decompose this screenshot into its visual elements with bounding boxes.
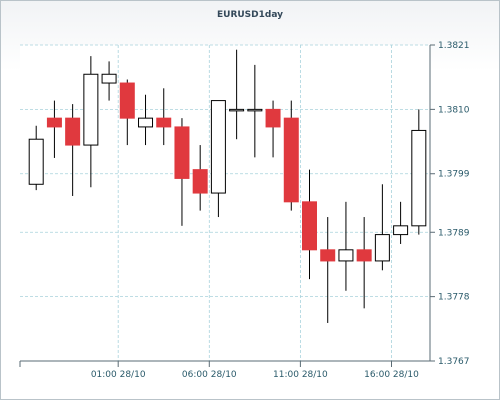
candle-body-down bbox=[302, 201, 317, 251]
candle-body-down bbox=[119, 82, 135, 119]
candle-body-up bbox=[393, 225, 409, 236]
y-tick-label: 1.3821 bbox=[438, 41, 470, 51]
candle bbox=[210, 100, 226, 218]
candle-body-up bbox=[138, 117, 154, 128]
candle-body-down bbox=[356, 249, 372, 262]
candle bbox=[65, 104, 81, 196]
y-tick-label: 1.3810 bbox=[438, 105, 470, 115]
candle bbox=[28, 125, 44, 191]
candle-body-down bbox=[65, 117, 81, 146]
candle-body-down bbox=[265, 108, 281, 128]
candle-body-down bbox=[46, 117, 62, 128]
candle bbox=[374, 184, 390, 271]
x-tick-label: 01:00 28/10 bbox=[91, 370, 146, 380]
candle-body-up bbox=[229, 108, 245, 112]
candle bbox=[192, 145, 208, 211]
candle bbox=[229, 49, 245, 140]
candle bbox=[393, 201, 409, 244]
candle bbox=[356, 217, 372, 309]
candle bbox=[411, 109, 427, 235]
candle-body-down bbox=[174, 126, 190, 179]
candle bbox=[320, 217, 336, 323]
plot-background bbox=[20, 45, 430, 361]
candle-body-up bbox=[28, 138, 44, 185]
candle bbox=[83, 56, 99, 188]
y-tick-label: 1.3789 bbox=[438, 228, 470, 238]
candle-body-up bbox=[374, 234, 390, 262]
candle bbox=[138, 94, 154, 146]
candle bbox=[302, 169, 317, 280]
chart-title: EURUSD1day bbox=[216, 10, 283, 20]
candle-body-up bbox=[411, 129, 427, 227]
candle bbox=[265, 100, 281, 158]
candle bbox=[101, 61, 117, 101]
candle bbox=[119, 79, 135, 146]
x-tick-label: 16:00 28/10 bbox=[364, 370, 419, 380]
candle bbox=[46, 100, 62, 158]
plot-area bbox=[20, 45, 430, 361]
candle bbox=[283, 100, 299, 211]
candle-body-down bbox=[192, 169, 208, 194]
candle-body-up bbox=[338, 249, 354, 262]
candle-body-up bbox=[101, 73, 117, 84]
y-tick-label: 1.3778 bbox=[438, 293, 470, 303]
y-tick-label: 1.3767 bbox=[438, 357, 470, 367]
x-tick-label: 11:00 28/10 bbox=[273, 370, 328, 380]
candle-body-up bbox=[210, 100, 226, 194]
y-axis-labels: 1.3821 1.3810 1.3799 1.3789 1.3778 1.3767 bbox=[430, 41, 470, 367]
candle-body-up bbox=[83, 73, 99, 146]
candle bbox=[338, 201, 354, 291]
candle bbox=[174, 118, 190, 226]
candle-body-down bbox=[320, 249, 336, 262]
x-tick-label: 06:00 28/10 bbox=[182, 370, 237, 380]
candle bbox=[156, 88, 172, 146]
candles bbox=[28, 49, 427, 323]
axes bbox=[19, 45, 431, 367]
candle-body-up bbox=[247, 108, 263, 112]
x-axis-labels: 01:00 28/10 06:00 28/10 11:00 28/10 16:00 2… bbox=[91, 361, 419, 380]
candle-body-down bbox=[283, 117, 299, 203]
y-tick-label: 1.3799 bbox=[438, 170, 470, 180]
candle-body-down bbox=[156, 117, 172, 128]
candle bbox=[247, 64, 263, 158]
